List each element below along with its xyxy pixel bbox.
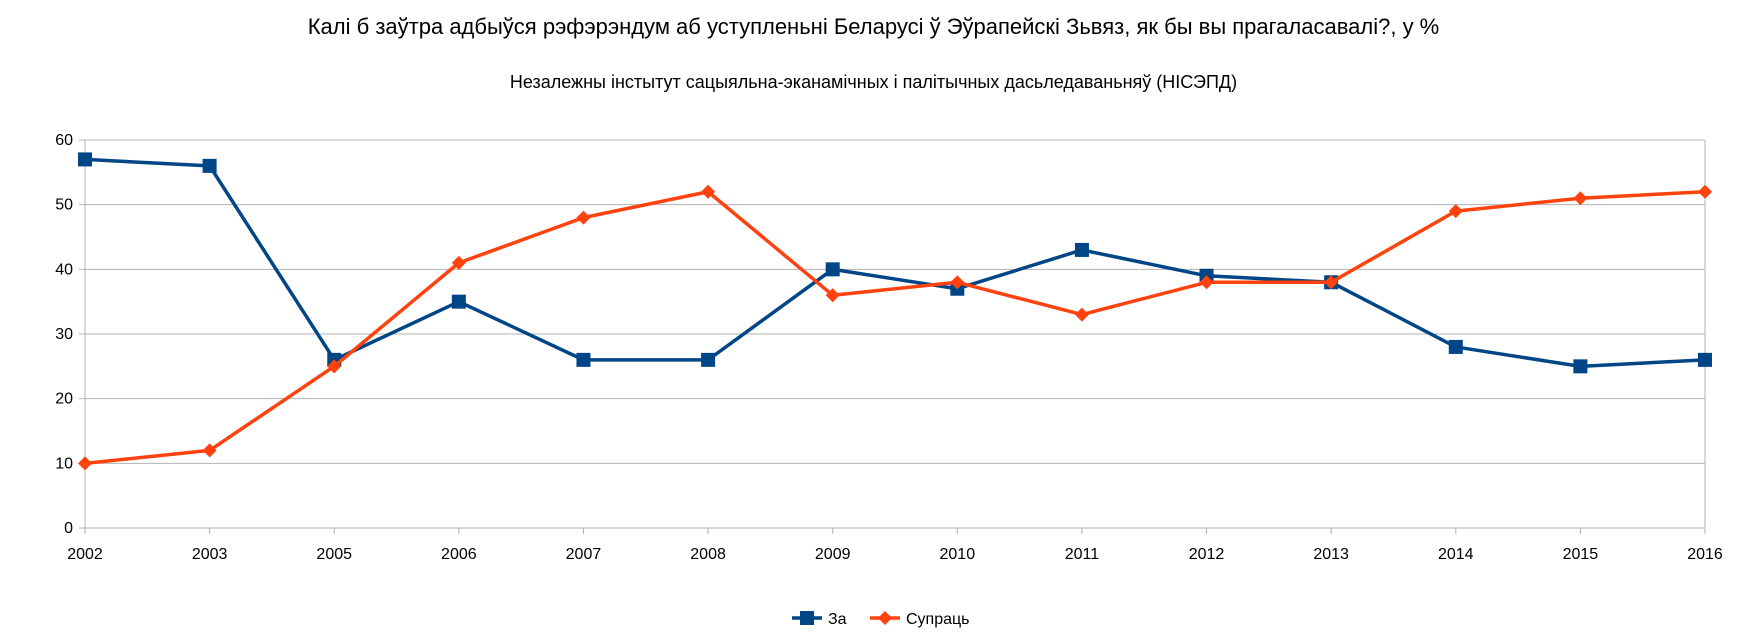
x-tick-label: 2013 xyxy=(1313,546,1349,563)
data-point xyxy=(1199,275,1214,290)
legend-marker-2 xyxy=(878,611,892,625)
x-tick-label: 2003 xyxy=(192,546,228,563)
data-point xyxy=(576,352,591,367)
data-point xyxy=(78,152,92,167)
legend-label-1: За xyxy=(828,611,847,628)
x-tick-label: 2006 xyxy=(441,546,477,563)
data-point xyxy=(1324,275,1339,290)
x-tick-label: 2010 xyxy=(940,546,976,563)
data-point xyxy=(950,275,965,290)
legend-marker-1 xyxy=(800,611,814,625)
data-point xyxy=(1698,352,1712,367)
data-point xyxy=(1573,359,1588,374)
data-point xyxy=(1074,242,1089,257)
x-tick-label: 2008 xyxy=(690,546,726,563)
x-tick-label: 2014 xyxy=(1438,546,1474,563)
y-tick-label: 10 xyxy=(55,455,73,472)
series-line-1 xyxy=(84,157,1706,369)
data-point xyxy=(1448,339,1463,354)
y-tick-label: 0 xyxy=(64,520,73,537)
chart-title: Калі б заўтра адбыўся рэфэрэндум аб усту… xyxy=(307,14,1440,39)
x-tick-label: 2002 xyxy=(67,546,103,563)
data-point xyxy=(202,443,217,458)
data-point xyxy=(1573,191,1588,206)
data-point xyxy=(1448,204,1463,219)
series-line-2 xyxy=(84,189,1706,466)
data-point xyxy=(327,359,342,374)
data-point xyxy=(451,294,466,309)
data-point xyxy=(1698,184,1712,199)
chart-subtitle: Незалежны інстытут сацыяльна-эканамічных… xyxy=(509,72,1238,92)
x-tick-label: 2011 xyxy=(1065,546,1100,563)
x-tick-label: 2009 xyxy=(815,546,851,563)
x-tick-label: 2015 xyxy=(1563,546,1599,563)
y-tick-label: 40 xyxy=(55,261,73,278)
data-point xyxy=(825,262,840,277)
x-tick-label: 2007 xyxy=(566,546,602,563)
data-point xyxy=(451,255,466,270)
x-tick-label: 2005 xyxy=(316,546,352,563)
x-tick-label: 2012 xyxy=(1189,546,1225,563)
legend-label-2: Супраць xyxy=(906,611,970,628)
x-tick-label: 2016 xyxy=(1687,546,1723,563)
data-point xyxy=(701,352,716,367)
data-point xyxy=(202,158,217,173)
y-tick-label: 50 xyxy=(55,197,73,214)
data-point xyxy=(825,288,840,303)
data-point xyxy=(78,456,92,471)
y-tick-label: 30 xyxy=(55,326,73,343)
data-point xyxy=(576,210,591,225)
data-point xyxy=(701,184,716,199)
y-tick-label: 60 xyxy=(55,132,73,149)
data-point xyxy=(1074,307,1089,322)
y-tick-label: 20 xyxy=(55,391,73,408)
